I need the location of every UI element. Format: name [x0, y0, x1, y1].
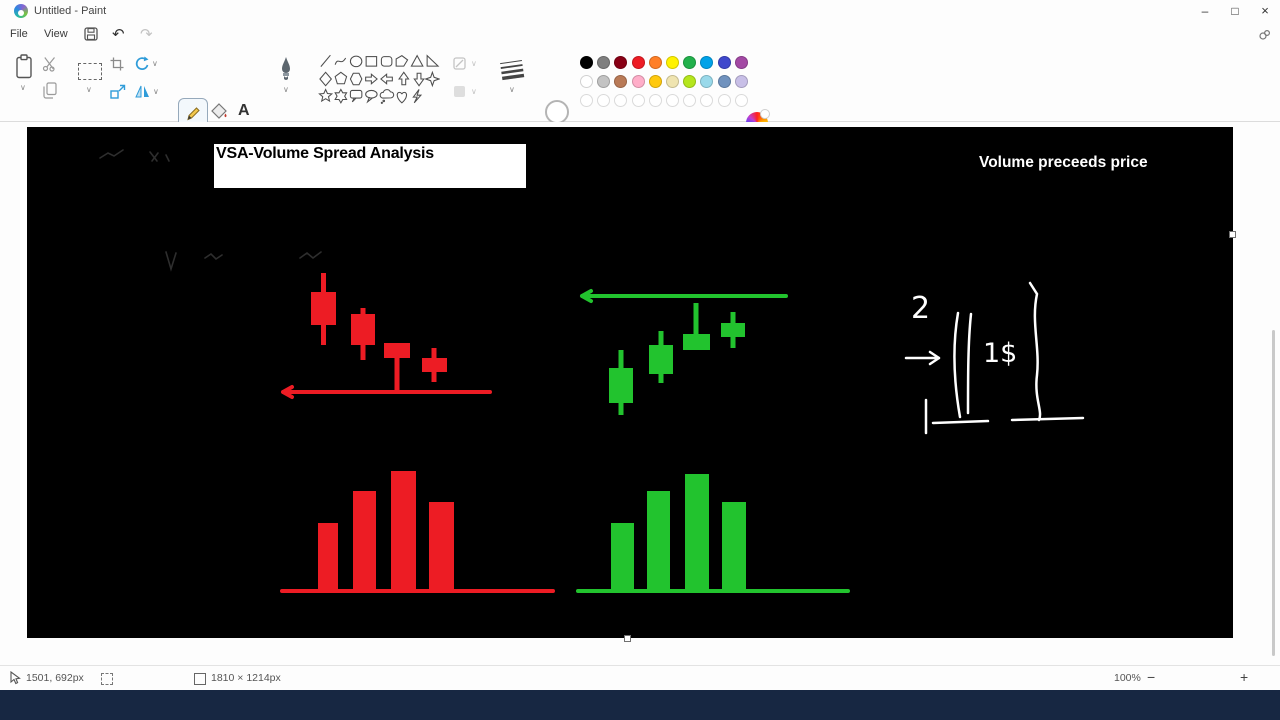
palette-swatch[interactable]	[734, 56, 748, 69]
palette-row2[interactable]	[578, 75, 750, 93]
palette-swatch-empty[interactable]	[700, 94, 714, 107]
save-icon[interactable]	[84, 27, 98, 41]
palette-swatch[interactable]	[666, 75, 680, 88]
menu-view[interactable]: View	[44, 28, 68, 40]
ribbon-settings-icon[interactable]	[1258, 28, 1271, 41]
status-bar: 1501, 692px 1810 × 1214px 100% − +	[0, 665, 1280, 690]
canvas-size-text: 1810 × 1214px	[211, 672, 281, 684]
palette-row1[interactable]	[578, 56, 750, 74]
palette-swatch[interactable]	[597, 75, 611, 88]
palette-swatch[interactable]	[700, 56, 714, 69]
window-title: Untitled - Paint	[34, 5, 107, 17]
palette-swatch[interactable]	[717, 56, 731, 69]
palette-swatch[interactable]	[683, 56, 697, 69]
palette-swatch[interactable]	[597, 56, 611, 69]
palette-swatch[interactable]	[614, 75, 628, 88]
size-icon[interactable]	[497, 57, 528, 81]
green-volume-bars	[576, 474, 850, 593]
flip-chevron-icon[interactable]: ∨	[153, 87, 159, 96]
shape-outline-icon	[453, 57, 466, 70]
crop-icon	[110, 57, 124, 71]
size-chevron-icon[interactable]: ∨	[509, 85, 515, 94]
copy-icon	[43, 82, 57, 99]
redo-icon: ↷	[140, 26, 153, 43]
palette-swatch-empty[interactable]	[717, 94, 731, 107]
palette-swatch[interactable]	[580, 56, 594, 69]
palette-swatch-empty[interactable]	[648, 94, 662, 107]
palette-swatch[interactable]	[631, 75, 645, 88]
select-icon[interactable]	[78, 63, 102, 80]
shape-fill-icon	[454, 86, 465, 97]
menu-file[interactable]: File	[10, 28, 28, 40]
palette-swatch-empty[interactable]	[597, 94, 611, 107]
cursor-position-text: 1501, 692px	[26, 672, 84, 684]
paint-app-icon	[14, 4, 28, 18]
canvas-resize-handle-bottom[interactable]	[624, 635, 631, 642]
cursor-position-icon	[10, 671, 21, 685]
zoom-in-button[interactable]: +	[1240, 669, 1249, 685]
red-candles	[281, 273, 492, 399]
rotate-chevron-icon[interactable]: ∨	[152, 59, 158, 68]
rotate-icon[interactable]	[134, 56, 150, 72]
red-volume-bars	[280, 471, 555, 593]
brushes-icon[interactable]	[276, 56, 296, 82]
palette-row-empty[interactable]	[578, 94, 750, 112]
fill-tool-icon[interactable]	[210, 102, 228, 120]
white-sketch	[904, 281, 1085, 435]
palette-swatch[interactable]	[734, 75, 748, 88]
flip-icon[interactable]	[134, 84, 151, 99]
canvas-title-box: VSA-Volume Spread Analysis	[212, 142, 528, 190]
shapes-grid-icon[interactable]	[318, 53, 440, 105]
ribbon: ∨ Clipboard ∨ ∨ ∨ Image	[0, 46, 1280, 164]
canvas-note-text: Volume preceeds price	[979, 154, 1148, 171]
paste-icon[interactable]	[14, 54, 34, 80]
maximize-button[interactable]: □	[1231, 3, 1239, 18]
canvas-size-icon	[194, 673, 206, 685]
palette-swatch[interactable]	[717, 75, 731, 88]
minimize-button[interactable]: –	[1201, 3, 1209, 18]
select-chevron-icon[interactable]: ∨	[86, 85, 92, 94]
vertical-scrollbar[interactable]	[1272, 330, 1275, 656]
palette-swatch-empty[interactable]	[666, 94, 680, 107]
text-tool-icon[interactable]: A	[238, 102, 250, 119]
shape-fill-chevron-icon: ∨	[471, 87, 477, 96]
selection-size-icon	[101, 673, 113, 685]
paste-chevron-icon[interactable]: ∨	[20, 83, 26, 92]
zoom-out-button[interactable]: −	[1147, 669, 1156, 685]
shape-outline-chevron-icon: ∨	[471, 59, 477, 68]
palette-swatch-empty[interactable]	[734, 94, 748, 107]
color1-swatch[interactable]	[545, 100, 569, 124]
close-button[interactable]: ×	[1261, 3, 1269, 18]
taskbar: 64°F Mostly cloudy	[0, 690, 1280, 720]
annotation-one-dollar: 1$	[983, 338, 1018, 369]
palette-swatch-empty[interactable]	[631, 94, 645, 107]
palette-swatch[interactable]	[683, 75, 697, 88]
palette-swatch[interactable]	[700, 75, 714, 88]
menu-bar: File View ↶ ↷	[0, 22, 1280, 46]
undo-icon[interactable]: ↶	[112, 26, 125, 43]
brushes-chevron-icon[interactable]: ∨	[283, 85, 289, 94]
palette-swatch[interactable]	[631, 56, 645, 69]
canvas-title-text: VSA-Volume Spread Analysis	[216, 145, 434, 162]
cut-icon	[42, 57, 55, 72]
drawing-canvas[interactable]: VSA-Volume Spread Analysis Volume precee…	[27, 127, 1233, 638]
canvas-drawing	[99, 149, 1085, 593]
palette-swatch-empty[interactable]	[580, 94, 594, 107]
palette-swatch-empty[interactable]	[614, 94, 628, 107]
zoom-level-text: 100%	[1114, 672, 1141, 684]
palette-swatch[interactable]	[614, 56, 628, 69]
faint-scribbles	[99, 149, 322, 272]
title-bar: Untitled - Paint – □ ×	[0, 0, 1280, 22]
palette-swatch[interactable]	[648, 56, 662, 69]
canvas-resize-handle-right[interactable]	[1229, 231, 1236, 238]
palette-swatch[interactable]	[580, 75, 594, 88]
pencil-icon	[187, 107, 200, 121]
palette-swatch[interactable]	[666, 56, 680, 69]
palette-swatch-empty[interactable]	[683, 94, 697, 107]
annotation-two: 2	[911, 291, 931, 326]
resize-icon[interactable]	[110, 84, 126, 100]
green-candles	[580, 289, 788, 415]
palette-swatch[interactable]	[648, 75, 662, 88]
